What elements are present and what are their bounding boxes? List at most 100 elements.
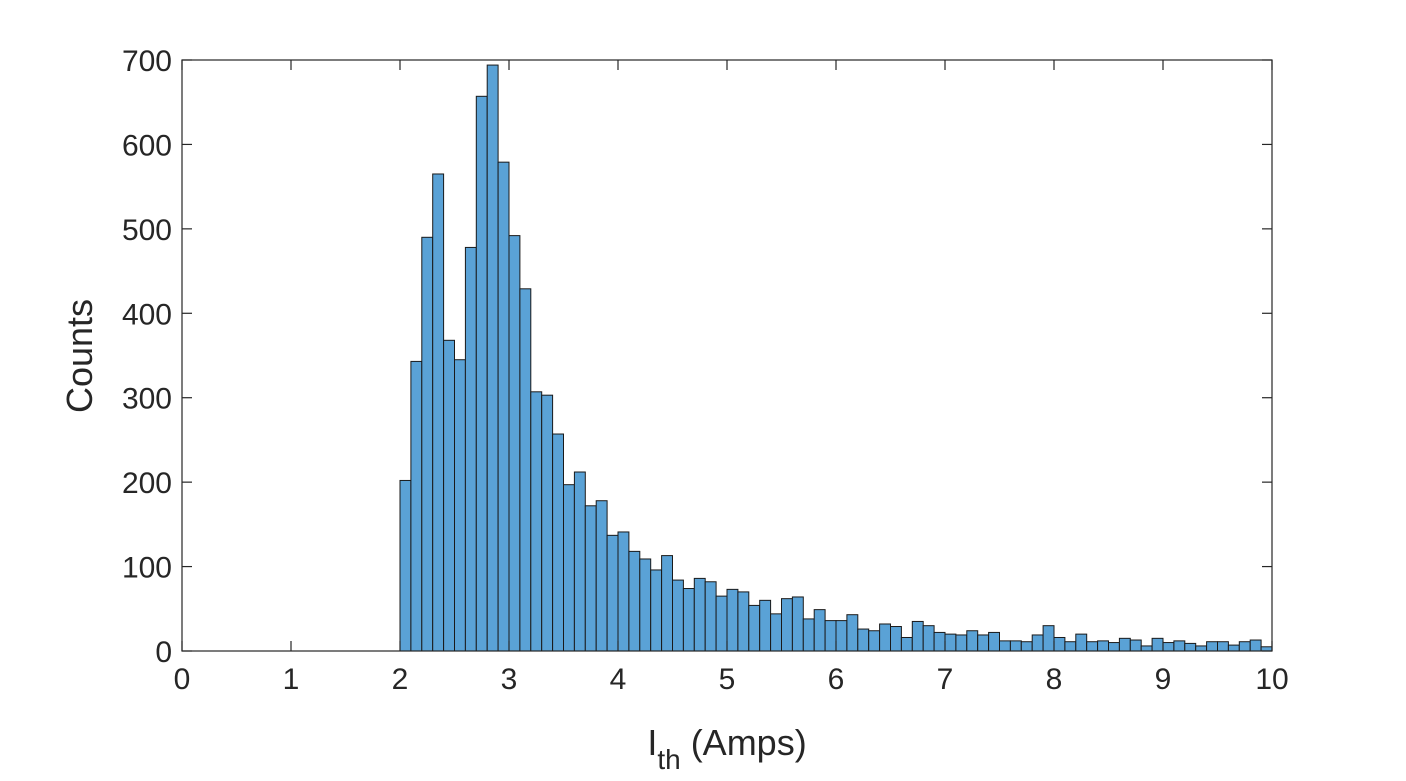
histogram-bar [1053, 636, 1066, 652]
histogram-bar [1238, 641, 1251, 652]
histogram-bar [1118, 637, 1131, 652]
x-tick-label: 5 [719, 663, 736, 696]
y-tick-label: 600 [122, 129, 172, 162]
histogram-bar [1249, 639, 1262, 652]
histogram-bar [999, 640, 1011, 652]
histogram-bar [759, 599, 772, 652]
histogram-bar [748, 604, 761, 652]
histogram-bar [857, 628, 870, 652]
histogram-bar [519, 288, 532, 652]
histogram-bar [1151, 637, 1164, 652]
histogram-bar [497, 161, 510, 652]
x-tick-label: 9 [1155, 663, 1172, 696]
y-tick-label: 300 [122, 383, 172, 416]
histogram-bar [715, 595, 728, 652]
histogram-bar [1064, 641, 1077, 652]
y-tick-label: 0 [155, 636, 172, 669]
histogram-bar [650, 569, 663, 652]
histogram-bar [486, 64, 499, 652]
histogram-bar [443, 339, 456, 652]
y-tick-label: 100 [122, 552, 172, 585]
histogram-bar [1075, 633, 1088, 652]
histogram-bar [879, 623, 891, 652]
histogram-bar [661, 555, 673, 652]
histogram-bar [1009, 640, 1022, 652]
histogram-bar [584, 505, 597, 652]
histogram-bar [1162, 642, 1175, 652]
histogram-bar [1086, 641, 1099, 652]
histogram-bar [846, 614, 859, 652]
histogram-bar [737, 591, 750, 652]
histogram-bar [573, 471, 586, 652]
x-axis-label-subscript: th [657, 744, 680, 775]
histogram-bar [563, 484, 575, 652]
histogram-bar [802, 618, 815, 652]
histogram-bar [944, 633, 957, 652]
histogram-bar [977, 634, 990, 652]
histogram-bar [1108, 642, 1120, 652]
histogram-bar [464, 246, 477, 652]
histogram-bar [682, 588, 695, 652]
histogram-bar [475, 95, 488, 652]
x-tick-label: 2 [392, 663, 409, 696]
y-tick-label: 200 [122, 467, 172, 500]
histogram-bar [1129, 639, 1142, 652]
histogram-bar [454, 359, 466, 652]
plot-area [182, 60, 1272, 651]
histogram-bar [595, 500, 608, 652]
histogram-bar [399, 479, 412, 652]
histogram-bar [552, 433, 564, 652]
x-tick-label: 3 [501, 663, 518, 696]
histogram-bar [726, 588, 739, 652]
histogram-bar [1260, 646, 1273, 652]
y-axis-label: Counts [59, 299, 100, 413]
x-tick-label: 1 [283, 663, 300, 696]
histogram-bar [1217, 641, 1229, 652]
histogram-bar [933, 631, 946, 652]
histogram-bar [410, 360, 423, 652]
x-axis-label-suffix: (Amps) [681, 722, 807, 763]
histogram-bar [770, 613, 782, 652]
histogram-bar [1020, 641, 1033, 652]
histogram-bar [628, 550, 641, 652]
histogram-bar [1097, 640, 1109, 652]
x-tick-label: 8 [1046, 663, 1063, 696]
histogram-bar [988, 631, 1000, 652]
histogram-bar [1031, 634, 1044, 652]
y-tick-label: 400 [122, 298, 172, 331]
x-axis-label: Ith (Amps) [647, 722, 806, 775]
histogram-bar [1227, 644, 1240, 652]
histogram-bar [966, 630, 979, 652]
histogram-bar [1173, 640, 1186, 652]
histogram-bar [541, 394, 554, 652]
histogram-bar [693, 577, 706, 652]
x-tick-label: 4 [610, 663, 627, 696]
histogram-bar [955, 634, 968, 652]
bars-group [399, 64, 1273, 652]
histogram-bar [824, 620, 837, 652]
histogram-bar [890, 626, 902, 652]
x-tick-label: 7 [937, 663, 954, 696]
y-tick-label: 700 [122, 45, 172, 78]
x-tick-label: 6 [828, 663, 845, 696]
histogram-bar [617, 531, 630, 652]
histogram-bar [911, 620, 924, 652]
histogram-bar [704, 581, 717, 652]
histogram-bar [508, 235, 521, 652]
histogram-bar [672, 579, 684, 652]
y-tick-label: 500 [122, 214, 172, 247]
histogram-bar [813, 609, 826, 652]
histogram-bar [432, 173, 445, 652]
histogram-bar [1195, 645, 1208, 652]
histogram-bar [530, 391, 543, 652]
histogram-bar [868, 630, 881, 652]
histogram-bar [1042, 625, 1055, 652]
histogram-bar [1184, 642, 1197, 652]
histogram-bar [900, 636, 913, 652]
x-tick-label: 0 [174, 663, 191, 696]
histogram-bar [606, 534, 619, 652]
histogram-bar [781, 598, 793, 652]
histogram-bar [639, 558, 652, 652]
